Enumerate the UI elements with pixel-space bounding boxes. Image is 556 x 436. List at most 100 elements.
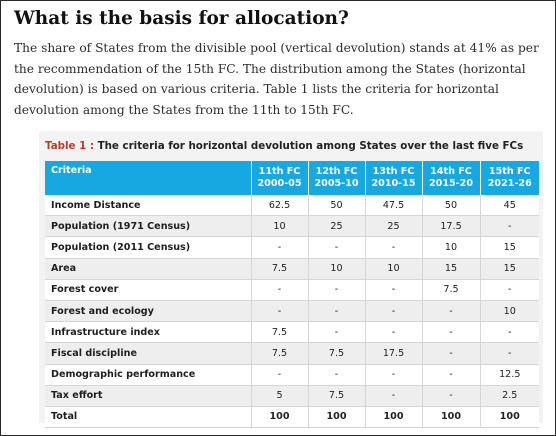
table-caption-text: The criteria for horizontal devolution a… [93, 140, 524, 152]
criteria-cell: Infrastructure index [45, 321, 252, 344]
value-cell: 7.5 [251, 321, 309, 344]
criteria-cell: Forest and ecology [45, 300, 252, 323]
header-fc-years: 2010-15 [371, 178, 416, 189]
criteria-cell: Fiscal discipline [45, 342, 252, 365]
header-fc: 13th FC 2010-15 [365, 161, 423, 195]
criteria-cell: Tax effort [45, 385, 252, 407]
value-cell: 10 [251, 215, 309, 238]
value-cell: 7.5 [308, 385, 366, 407]
value-cell: 10 [365, 258, 423, 280]
table-caption: Table 1 : The criteria for horizontal de… [45, 140, 523, 152]
table-row: Demographic performance - - - -12.5 [45, 364, 539, 386]
value-cell: 47.5 [365, 195, 423, 217]
value-cell: 5 [251, 385, 309, 407]
table-row: Forest and ecology - - - -10 [45, 300, 539, 323]
value-cell: - [480, 342, 539, 365]
value-cell: 100 [480, 406, 539, 429]
value-cell: 100 [308, 406, 366, 429]
value-cell: - [308, 236, 366, 259]
value-cell: - [480, 215, 539, 238]
value-cell: 7.5 [422, 279, 481, 301]
value-cell: - [251, 236, 309, 259]
header-fc-name: 14th FC [430, 166, 472, 177]
value-cell: - [422, 342, 481, 365]
value-cell: - [365, 236, 423, 259]
value-cell: - [365, 385, 423, 407]
table-row: Forest cover - - -7.5- [45, 279, 539, 301]
header-fc: 12th FC 2005-10 [308, 161, 366, 195]
header-fc-name: 13th FC [372, 166, 415, 177]
value-cell: 7.5 [308, 342, 366, 365]
value-cell: - [308, 279, 366, 301]
header-fc: 15th FC 2021-26 [480, 161, 539, 195]
table-row: Infrastructure index 7.5- - - - [45, 321, 539, 344]
table-caption-label: Table 1 : [45, 140, 94, 152]
header-fc-years: 2005-10 [314, 178, 359, 189]
table-row: Population (2011 Census) - - -10 15 [45, 236, 539, 259]
value-cell: - [422, 321, 481, 344]
value-cell: - [422, 385, 481, 407]
criteria-cell: Area [45, 258, 252, 280]
intro-paragraph: The share of States from the divisible p… [14, 41, 539, 117]
value-cell: 25 [365, 215, 423, 238]
table-card: Table 1 : The criteria for horizontal de… [39, 131, 543, 429]
value-cell: 50 [308, 195, 366, 217]
header-criteria: Criteria [45, 161, 252, 195]
header-fc-name: 11th FC [258, 166, 301, 177]
value-cell: 7.5 [251, 258, 309, 280]
value-cell: 10 [308, 258, 366, 280]
value-cell: 17.5 [365, 342, 423, 365]
value-cell: 62.5 [251, 195, 309, 217]
table-row: Area 7.5 10 10 15 15 [45, 258, 539, 280]
value-cell: - [365, 321, 423, 344]
value-cell: 15 [480, 258, 539, 280]
value-cell: 17.5 [422, 215, 481, 238]
header-fc-years: 2021-26 [487, 178, 532, 189]
value-cell: - [308, 364, 366, 386]
value-cell: 10 [422, 236, 481, 259]
criteria-cell: Forest cover [45, 279, 252, 301]
value-cell: 7.5 [251, 342, 309, 365]
table-row: Total 100 100 100 100 100 [45, 406, 539, 429]
criteria-cell: Population (2011 Census) [45, 236, 252, 259]
value-cell: - [480, 321, 539, 344]
value-cell: 100 [365, 406, 423, 429]
table-header-row: Criteria 11th FC 2000-05 12th FC 2005-10 1… [45, 161, 539, 195]
value-cell: - [308, 300, 366, 323]
value-cell: - [308, 321, 366, 344]
value-cell: - [251, 300, 309, 323]
value-cell: 25 [308, 215, 366, 238]
header-fc-name: 12th FC [315, 166, 358, 177]
value-cell: 10 [480, 300, 539, 323]
table-row: Income Distance 62.5 50 47.5 50 45 [45, 195, 539, 217]
value-cell: - [251, 279, 309, 301]
criteria-table: Criteria 11th FC 2000-05 12th FC 2005-10 1… [45, 161, 539, 429]
value-cell: 100 [422, 406, 481, 429]
table-body: Income Distance 62.5 50 47.5 50 45 Population … [45, 195, 539, 429]
value-cell: 2.5 [480, 385, 539, 407]
value-cell: - [365, 364, 423, 386]
table-row: Tax effort 5 7.5- -2.5 [45, 385, 539, 407]
value-cell: - [365, 300, 423, 323]
value-cell: 50 [422, 195, 481, 217]
criteria-cell: Demographic performance [45, 364, 252, 386]
criteria-cell: Income Distance [45, 195, 252, 217]
criteria-cell: Population (1971 Census) [45, 215, 252, 238]
value-cell: 15 [422, 258, 481, 280]
header-fc: 11th FC 2000-05 [251, 161, 309, 195]
table-row: Fiscal discipline 7.5 7.5 17.5- - [45, 342, 539, 365]
value-cell: 45 [480, 195, 539, 217]
header-fc-years: 2000-05 [257, 178, 302, 189]
header-fc-years: 2015-20 [428, 178, 474, 189]
value-cell: 100 [251, 406, 309, 429]
value-cell: - [365, 279, 423, 301]
header-fc: 14th FC 2015-20 [422, 161, 481, 195]
section-heading: What is the basis for allocation? [14, 8, 349, 29]
table-row: Population (1971 Census) 10 25 25 17.5- [45, 215, 539, 238]
value-cell: 15 [480, 236, 539, 259]
criteria-cell: Total [45, 406, 252, 429]
value-cell: - [422, 364, 481, 386]
value-cell: - [251, 364, 309, 386]
header-fc-name: 15th FC [488, 166, 531, 177]
